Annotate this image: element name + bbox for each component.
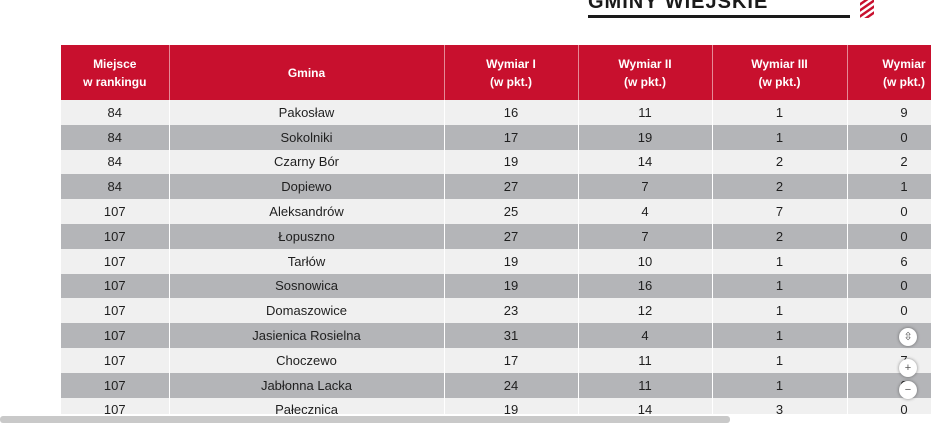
table-cell: 0: [847, 199, 931, 224]
table-row: 107Choczewo171117: [61, 347, 931, 373]
table-cell: 27: [444, 223, 579, 249]
table-cell: 17: [444, 124, 579, 150]
table-row: 107 Aleksandrów 25 4 7 0: [61, 199, 931, 224]
table-cell: 107: [61, 347, 170, 373]
table-row: 107 Łopuszno 27 7 2 0: [61, 223, 931, 249]
table-cell: 4: [578, 199, 713, 224]
table-cell: 84: [61, 149, 170, 175]
table-cell: 1: [712, 372, 848, 398]
table-cell: 24: [444, 372, 579, 398]
table-row: 107 Sosnowica 19 16 1 0: [61, 273, 931, 299]
table-cell: 1: [712, 100, 848, 125]
table-cell: Tarłów: [169, 248, 445, 274]
table-cell: 0: [847, 124, 931, 150]
zoom-in-icon[interactable]: +: [899, 359, 917, 377]
table-cell: Jabłonna Lacka: [169, 372, 445, 398]
table-cell: 0: [847, 273, 931, 299]
table-cell: 9: [847, 100, 931, 125]
column-header: Wymiar (w pkt.): [847, 45, 931, 100]
table-header-row: Miejsce w rankingu Gmina Wymiar I (w pkt.)…: [61, 45, 931, 100]
table-cell: 10: [578, 248, 713, 274]
table-cell: 107: [61, 199, 170, 224]
table-cell: 107: [61, 273, 170, 299]
column-header: Wymiar II (w pkt.): [578, 45, 713, 100]
horizontal-scrollbar-thumb[interactable]: [0, 416, 730, 423]
table-cell: 14: [578, 149, 713, 175]
table-cell: 1: [847, 174, 931, 200]
table-row: 84 Czarny Bór 19 14 2 2: [61, 149, 931, 175]
fit-to-page-icon[interactable]: ⇳: [899, 328, 917, 346]
table-cell: 7: [578, 223, 713, 249]
table-cell: Sokolniki: [169, 124, 445, 150]
table-cell: 11: [578, 347, 713, 373]
table-cell: 27: [444, 174, 579, 200]
table-row: 84 Sokolniki 17 19 1 0: [61, 124, 931, 150]
table-cell: Jasienica Rosielna: [169, 323, 445, 348]
table-row: 84 Pakosław 16 11 1 9: [61, 100, 931, 125]
table-cell: 1: [712, 273, 848, 299]
table-cell: 16: [578, 273, 713, 299]
column-header: Gmina: [169, 45, 445, 100]
table-cell: 2: [712, 174, 848, 200]
table-cell: 23: [444, 298, 579, 324]
table-cell: 84: [61, 124, 170, 150]
table-cell: 16: [444, 100, 579, 125]
table-cell: 1: [712, 347, 848, 373]
zoom-out-icon[interactable]: −: [899, 381, 917, 399]
table-cell: 6: [847, 248, 931, 274]
table-cell: 84: [61, 100, 170, 125]
table-cell: 1: [712, 298, 848, 324]
table-row: 84 Dopiewo 27 7 2 1: [61, 174, 931, 200]
table-cell: 107: [61, 323, 170, 348]
section-heading: GMINY WIEJSKIE: [588, 0, 769, 13]
table-cell: Pakosław: [169, 100, 445, 125]
table-cell: 0: [847, 323, 931, 348]
table-cell: Dopiewo: [169, 174, 445, 200]
column-header: Wymiar III (w pkt.): [712, 45, 848, 100]
table-cell: 1: [712, 124, 848, 150]
table-cell: Domaszowice: [169, 298, 445, 324]
table-cell: Choczewo: [169, 347, 445, 373]
table-cell: 84: [61, 174, 170, 200]
table-cell: 25: [444, 199, 579, 224]
table-cell: 19: [444, 273, 579, 299]
table-cell: 107: [61, 223, 170, 249]
table-cell: 2: [712, 223, 848, 249]
table-cell: 107: [61, 248, 170, 274]
table-cell: 11: [578, 100, 713, 125]
table-row: 107 Tarłów 19 10 1 6: [61, 248, 931, 274]
table-cell: 1: [712, 248, 848, 274]
table-cell: 19: [578, 124, 713, 150]
table-cell: 4: [578, 323, 713, 348]
table-cell: 7: [847, 347, 931, 373]
heading-underline: [588, 15, 850, 18]
table-cell: 31: [444, 323, 579, 348]
table-cell: 2: [712, 149, 848, 175]
table-cell: 11: [578, 372, 713, 398]
table-cell: 19: [444, 149, 579, 175]
table-cell: 107: [61, 372, 170, 398]
ranking-table: Miejsce w rankingu Gmina Wymiar I (w pkt.)…: [61, 45, 931, 423]
table-cell: 12: [578, 298, 713, 324]
column-header: Miejsce w rankingu: [61, 45, 170, 100]
table-cell: Czarny Bór: [169, 149, 445, 175]
table-row: 107 Domaszowice 23 12 1 0: [61, 298, 931, 324]
table-cell: 1: [712, 323, 848, 348]
table-cell: 0: [847, 372, 931, 398]
table-cell: 17: [444, 347, 579, 373]
table-cell: 7: [578, 174, 713, 200]
table-cell: 7: [712, 199, 848, 224]
table-cell: Aleksandrów: [169, 199, 445, 224]
table-cell: Łopuszno: [169, 223, 445, 249]
column-header: Wymiar I (w pkt.): [444, 45, 579, 100]
table-cell: 19: [444, 248, 579, 274]
heading-stripes-decoration: [860, 0, 874, 18]
table-cell: Sosnowica: [169, 273, 445, 299]
table-cell: 107: [61, 298, 170, 324]
table-cell: 0: [847, 298, 931, 324]
table-cell: 0: [847, 223, 931, 249]
table-cell: 2: [847, 149, 931, 175]
